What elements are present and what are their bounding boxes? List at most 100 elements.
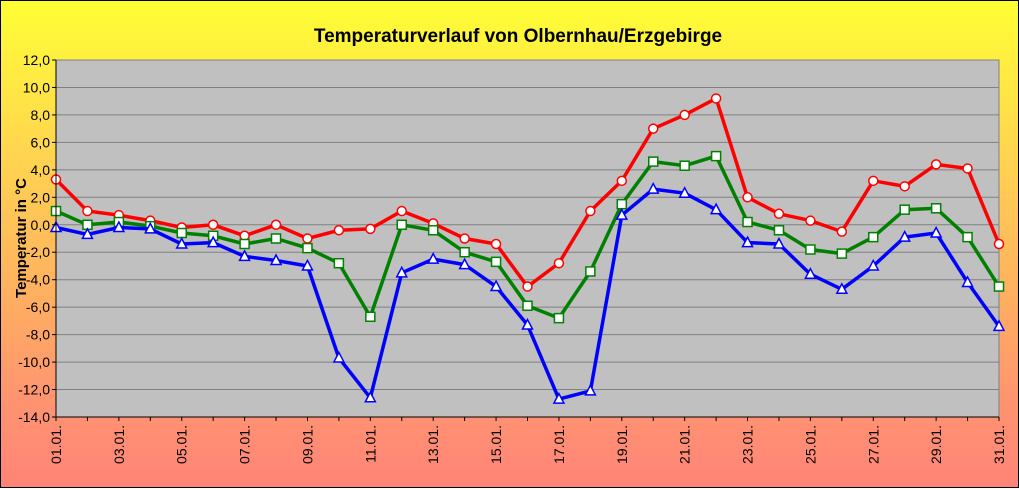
plot-area bbox=[55, 59, 1000, 418]
data-point bbox=[490, 256, 502, 268]
data-point bbox=[584, 383, 597, 396]
data-point bbox=[459, 233, 470, 244]
data-point bbox=[269, 253, 283, 266]
data-point bbox=[176, 227, 187, 239]
data-point bbox=[207, 219, 219, 231]
chart-title: Temperaturverlauf von Olbernhau/Erzgebir… bbox=[314, 26, 722, 47]
data-point bbox=[772, 236, 786, 249]
data-point bbox=[426, 251, 440, 264]
data-point bbox=[616, 175, 628, 187]
data-point bbox=[396, 205, 408, 217]
data-point bbox=[239, 238, 250, 250]
data-point bbox=[302, 233, 313, 244]
y-tick-label: 10,0 bbox=[23, 79, 50, 95]
data-point bbox=[741, 235, 754, 248]
data-point bbox=[553, 312, 565, 324]
series-3 bbox=[49, 181, 1006, 404]
data-point bbox=[679, 109, 690, 121]
x-tick-label: 19.01. bbox=[614, 425, 630, 464]
data-point bbox=[395, 265, 409, 278]
data-point bbox=[709, 202, 723, 215]
data-point bbox=[490, 238, 502, 250]
x-tick-label: 15.01. bbox=[488, 425, 504, 464]
x-tick-label: 11.01. bbox=[362, 425, 378, 463]
data-point bbox=[773, 208, 785, 220]
data-point bbox=[835, 282, 849, 295]
data-point bbox=[742, 216, 753, 228]
data-point bbox=[553, 257, 565, 269]
data-point bbox=[552, 392, 566, 404]
y-tick-label: 0,0 bbox=[31, 217, 51, 233]
data-point bbox=[365, 223, 376, 235]
y-tick-label: 12,0 bbox=[23, 52, 50, 68]
data-point bbox=[710, 150, 722, 162]
data-point bbox=[993, 238, 1005, 250]
data-point bbox=[647, 156, 659, 167]
x-tick-label: 23.01. bbox=[740, 425, 756, 464]
y-tick-label: -12,0 bbox=[18, 382, 50, 398]
x-tick-label: 31.01. bbox=[991, 425, 1007, 464]
data-point bbox=[489, 279, 503, 292]
x-tick-label: 05.01. bbox=[174, 425, 190, 464]
x-tick-label: 09.01. bbox=[299, 425, 315, 464]
data-point bbox=[961, 275, 974, 288]
data-point bbox=[333, 225, 345, 236]
data-point bbox=[679, 160, 690, 171]
y-axis-label: Temperatur in °C bbox=[13, 178, 30, 298]
data-point bbox=[427, 225, 439, 236]
y-tick-label: -8,0 bbox=[26, 327, 50, 343]
data-point bbox=[836, 248, 848, 259]
data-point bbox=[836, 226, 848, 237]
data-point bbox=[710, 93, 722, 104]
x-tick-label: 17.01. bbox=[551, 425, 567, 464]
data-point bbox=[930, 159, 942, 170]
x-tick-label: 01.01. bbox=[48, 425, 64, 464]
data-point bbox=[112, 220, 126, 233]
data-point bbox=[522, 281, 533, 292]
data-point bbox=[805, 215, 816, 226]
x-tick-label: 27.01. bbox=[865, 425, 881, 464]
data-point bbox=[206, 235, 220, 248]
data-point bbox=[930, 203, 942, 214]
data-point bbox=[238, 249, 251, 262]
data-point bbox=[993, 281, 1005, 292]
data-point bbox=[867, 258, 880, 271]
y-tick-label: -14,0 bbox=[18, 409, 50, 425]
data-point bbox=[270, 233, 282, 244]
data-point bbox=[805, 244, 816, 255]
data-point bbox=[81, 227, 94, 240]
x-axis: 01.01. 03.01. 05.01. 07.01. 09.01. 11.01. 13.0… bbox=[48, 416, 1007, 464]
x-tick-label: 21.01. bbox=[677, 425, 693, 464]
y-tick-label: -2,0 bbox=[26, 244, 50, 260]
data-point bbox=[962, 163, 973, 174]
data-point bbox=[459, 246, 470, 258]
data-point bbox=[333, 257, 345, 269]
data-point bbox=[396, 219, 408, 231]
x-tick-label: 29.01. bbox=[928, 425, 944, 464]
data-point bbox=[301, 258, 314, 271]
y-tick-label: -6,0 bbox=[26, 299, 50, 315]
data-point bbox=[678, 186, 691, 198]
data-point bbox=[458, 257, 471, 270]
series-group bbox=[49, 93, 1006, 404]
series-1 bbox=[50, 93, 1005, 292]
data-point bbox=[144, 221, 157, 234]
data-point bbox=[929, 225, 943, 238]
x-tick-label: 03.01. bbox=[111, 425, 127, 464]
y-tick-label: -4,0 bbox=[26, 272, 50, 288]
y-tick-label: 2,0 bbox=[31, 189, 51, 205]
data-point bbox=[646, 181, 660, 194]
x-tick-label: 07.01. bbox=[237, 425, 253, 464]
data-point bbox=[804, 267, 817, 279]
data-point bbox=[270, 219, 282, 231]
x-tick-label: 13.01. bbox=[425, 425, 441, 464]
y-tick-label: 6,0 bbox=[31, 134, 51, 150]
data-point bbox=[992, 319, 1006, 332]
data-point bbox=[616, 198, 628, 210]
data-point bbox=[332, 350, 346, 363]
y-axis: 12,0 10,0 8,0 6,0 4,0 2,0 0,0 -2,0 -4,0 -6,0 -8,0 -… bbox=[18, 52, 57, 425]
y-tick-label: -10,0 bbox=[18, 354, 50, 370]
data-point bbox=[585, 266, 596, 277]
